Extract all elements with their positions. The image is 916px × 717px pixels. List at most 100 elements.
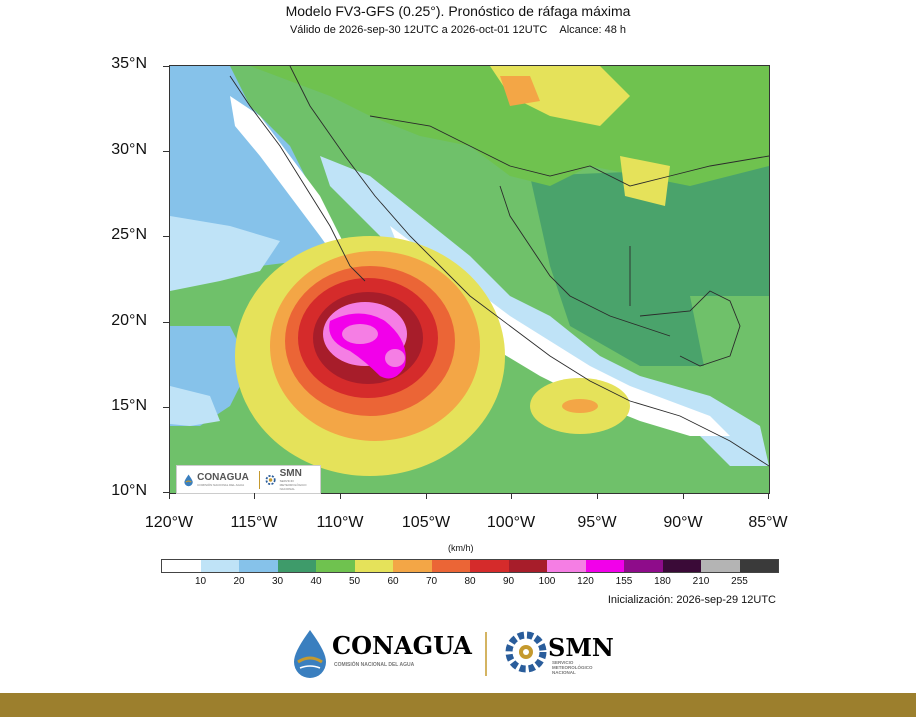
smn-gear-icon <box>266 474 277 485</box>
initialization-time: Inicialización: 2026-sep-29 12UTC <box>607 594 776 606</box>
lat-label: 30°N <box>111 141 147 158</box>
footer-logo-art: CONAGUA COMISIÓN NACIONAL DEL AGUA SMN S… <box>294 630 614 678</box>
colorbar-segment <box>624 560 663 572</box>
conagua-wordmark: CONAGUA <box>332 631 472 660</box>
colorbar-segment <box>585 560 624 572</box>
inset-conagua-text: CONAGUA <box>197 472 249 483</box>
inset-divider <box>258 470 260 489</box>
footer-bar <box>0 693 916 717</box>
wind-area-30 <box>170 66 340 266</box>
lon-label: 90°W <box>663 514 703 531</box>
wind-gust-map <box>169 65 770 494</box>
colorbar-segment <box>277 560 316 572</box>
colorbar <box>161 559 779 573</box>
land-north-50 <box>250 66 769 186</box>
chart-title: Modelo FV3-GFS (0.25°). Pronóstico de rá… <box>285 3 631 19</box>
lon-tick <box>426 493 427 499</box>
chart-subtitle: Válido de 2026-sep-30 12UTC a 2026-oct-0… <box>0 24 916 36</box>
lat-label: 25°N <box>111 226 147 243</box>
lon-label: 105°W <box>401 514 451 531</box>
colorbar-segment <box>662 560 701 572</box>
lon-label: 95°W <box>577 514 617 531</box>
lon-tick <box>169 493 170 499</box>
lat-label: 20°N <box>111 312 147 329</box>
colorbar-label: 90 <box>502 576 515 587</box>
colorbar-segment <box>701 560 740 572</box>
colorbar-label: 10 <box>194 576 207 587</box>
colorbar-label: 155 <box>615 576 633 587</box>
lat-tick <box>163 492 169 493</box>
cyclone-gust-field <box>235 236 505 476</box>
lat-label: 15°N <box>111 397 147 414</box>
lat-tick <box>163 236 169 237</box>
inset-logo-box: CONAGUA COMISIÓN NACIONAL DEL AGUA SMN S… <box>176 465 321 494</box>
colorbar-label: 120 <box>577 576 594 587</box>
smn-logo-icon <box>505 631 547 673</box>
lon-tick <box>683 493 684 499</box>
lon-label: 120°W <box>144 514 194 531</box>
lon-label: 85°W <box>748 514 788 531</box>
yucatan-area-50 <box>690 296 769 396</box>
colorbar-label: 100 <box>538 576 556 587</box>
coastlines <box>229 66 769 467</box>
colorbar-label: 255 <box>731 576 748 587</box>
wind-area-20 <box>170 216 280 291</box>
smn-subtitle-2: METEOROLÓGICO <box>552 663 593 670</box>
colorbar-label: 20 <box>233 576 245 587</box>
colorbar-segment <box>470 560 509 572</box>
wind-area-20-south <box>170 386 220 426</box>
land-texas-60 <box>620 156 670 206</box>
map-canvas <box>170 66 769 493</box>
colorbar-label: 60 <box>387 576 399 587</box>
conagua-drop-icon <box>184 473 193 486</box>
lat-label: 10°N <box>111 482 147 499</box>
mexico-land-20 <box>320 156 769 466</box>
lon-label: 110°W <box>316 514 364 531</box>
lat-tick <box>163 407 169 408</box>
colorbar-segment <box>547 560 586 572</box>
south-area-70 <box>562 399 598 413</box>
lat-label: 35°N <box>111 55 147 72</box>
colorbar-label: 70 <box>425 576 438 587</box>
colorbar-segment <box>354 560 393 572</box>
baja-land-10 <box>230 96 355 271</box>
colorbar-segment <box>739 560 778 572</box>
colorbar-label: 30 <box>271 576 284 587</box>
colorbar-segment <box>431 560 470 572</box>
lon-tick <box>768 493 769 499</box>
inset-smn-sub: SERVICIO METEOROLÓGICO NACIONAL <box>279 479 307 491</box>
colorbar-label: 210 <box>692 576 710 587</box>
lon-tick <box>511 493 512 499</box>
lat-tick <box>163 66 169 67</box>
forecast-range: Alcance: 48 h <box>559 24 627 36</box>
colorbar-segment <box>200 560 239 572</box>
valid-period: Válido de 2026-sep-30 12UTC a 2026-oct-0… <box>289 24 548 36</box>
colorbar-label: 50 <box>348 576 361 587</box>
colorbar-segment <box>508 560 547 572</box>
inset-conagua-sub: COMISIÓN NACIONAL DEL AGUA <box>197 483 245 487</box>
colorbar-label: 40 <box>310 576 322 587</box>
lat-tick <box>163 151 169 152</box>
land-north-70 <box>500 76 540 106</box>
lon-tick <box>340 493 341 499</box>
colorbar-segment <box>162 560 201 572</box>
colorbar-label: 180 <box>654 576 671 587</box>
lon-tick <box>597 493 598 499</box>
lat-tick <box>163 322 169 323</box>
colorbar-segment <box>239 560 278 572</box>
mexico-land-10 <box>390 226 730 436</box>
colorbar-units: (km/h) <box>448 543 474 553</box>
colorbar-segment <box>316 560 355 572</box>
footer-logos: CONAGUA COMISIÓN NACIONAL DEL AGUA SMN S… <box>290 626 630 682</box>
colorbar-label: 80 <box>464 576 476 587</box>
smn-wordmark: SMN <box>548 633 614 662</box>
smn-subtitle-3: NACIONAL <box>552 670 576 675</box>
conagua-logo-icon <box>294 630 326 678</box>
colorbar-segment <box>393 560 432 572</box>
lon-label: 115°W <box>230 514 278 531</box>
conagua-subtitle: COMISIÓN NACIONAL DEL AGUA <box>334 660 415 668</box>
inset-smn-text: SMN <box>279 468 302 479</box>
lon-tick <box>254 493 255 499</box>
smn-subtitle-1: SERVICIO <box>552 660 574 665</box>
lon-label: 100°W <box>486 514 536 531</box>
